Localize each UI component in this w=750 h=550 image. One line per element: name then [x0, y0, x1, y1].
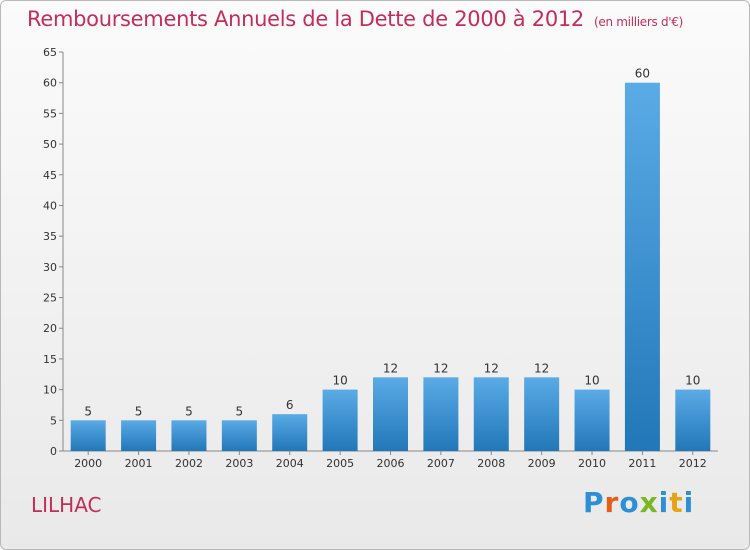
- x-tick-label: 2012: [679, 457, 707, 470]
- x-tick-label: 2000: [74, 457, 102, 470]
- x-tick-label: 2008: [477, 457, 505, 470]
- data-label: 12: [433, 361, 448, 375]
- x-tick-label: 2004: [276, 457, 304, 470]
- y-tick-label: 0: [50, 445, 57, 458]
- data-label: 5: [185, 404, 193, 418]
- logo-letter: x: [639, 486, 659, 519]
- y-tick-label: 5: [50, 414, 57, 427]
- bar: [121, 420, 157, 451]
- chart-title-text: Remboursements Annuels de la Dette de 20…: [27, 7, 584, 31]
- bar: [524, 377, 560, 451]
- bar: [423, 377, 459, 451]
- data-label: 60: [635, 67, 650, 81]
- y-tick-label: 35: [43, 230, 57, 243]
- y-tick-label: 20: [43, 322, 57, 335]
- x-tick-label: 2003: [225, 457, 253, 470]
- x-tick-label: 2001: [125, 457, 153, 470]
- data-label: 10: [584, 374, 599, 388]
- proxiti-logo: Proxiti: [583, 486, 694, 519]
- x-tick-label: 2011: [628, 457, 656, 470]
- x-tick-label: 2006: [377, 457, 405, 470]
- y-tick-label: 65: [43, 46, 57, 59]
- data-label: 12: [383, 361, 398, 375]
- bar: [70, 420, 106, 451]
- bar: [322, 389, 358, 451]
- data-label: 12: [534, 361, 549, 375]
- data-label: 10: [685, 374, 700, 388]
- commune-name: LILHAC: [31, 493, 102, 517]
- bar: [272, 414, 308, 451]
- bar: [171, 420, 207, 451]
- bar: [574, 389, 610, 451]
- data-label: 5: [135, 404, 143, 418]
- logo-letter: i: [683, 486, 695, 519]
- data-label: 6: [286, 398, 294, 412]
- y-tick-label: 15: [43, 353, 57, 366]
- y-tick-label: 50: [43, 138, 57, 151]
- x-tick-label: 2010: [578, 457, 606, 470]
- logo-letter: o: [619, 486, 640, 519]
- chart-unit: (en milliers d'€): [594, 15, 684, 29]
- logo-letter: i: [658, 486, 670, 519]
- bar: [675, 389, 711, 451]
- x-tick-label: 2002: [175, 457, 203, 470]
- y-tick-label: 30: [43, 261, 57, 274]
- data-label: 10: [332, 374, 347, 388]
- data-label: 12: [484, 361, 499, 375]
- y-tick-label: 60: [43, 77, 57, 90]
- bar: [373, 377, 408, 451]
- data-label: 5: [236, 404, 244, 418]
- logo-letter: r: [604, 486, 620, 519]
- bars: [70, 82, 711, 451]
- y-tick-label: 45: [43, 169, 57, 182]
- logo-letter: t: [669, 486, 684, 519]
- y-tick-label: 25: [43, 292, 57, 305]
- x-tick-label: 2007: [427, 457, 455, 470]
- logo-letter: P: [583, 486, 605, 519]
- y-tick-label: 55: [43, 107, 57, 120]
- data-labels: 5 5 5 5 6 10 12 12 12 12 10 60 10: [84, 67, 700, 419]
- x-tick-label: 2005: [326, 457, 354, 470]
- y-tick-label: 10: [43, 384, 57, 397]
- bar: [473, 377, 509, 451]
- y-tick-label: 40: [43, 199, 57, 212]
- x-tick-label: 2009: [528, 457, 556, 470]
- bar: [624, 82, 660, 451]
- data-label: 5: [84, 404, 92, 418]
- chart-title: Remboursements Annuels de la Dette de 20…: [27, 7, 683, 31]
- bar: [221, 420, 257, 451]
